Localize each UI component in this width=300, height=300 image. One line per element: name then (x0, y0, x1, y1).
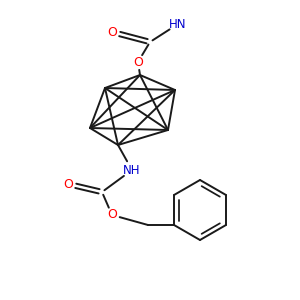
Text: O: O (107, 26, 117, 38)
Text: O: O (133, 56, 143, 68)
Text: O: O (107, 208, 117, 221)
Text: NH: NH (123, 164, 141, 176)
Text: O: O (63, 178, 73, 190)
Text: HN: HN (169, 17, 187, 31)
